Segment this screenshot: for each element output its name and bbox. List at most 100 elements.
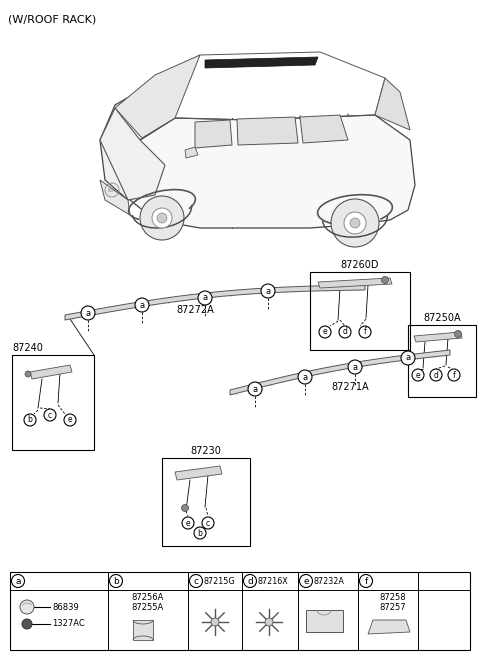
Circle shape	[190, 574, 203, 587]
Text: 87272A: 87272A	[176, 305, 214, 315]
Circle shape	[412, 369, 424, 381]
Polygon shape	[175, 466, 222, 480]
Circle shape	[44, 409, 56, 421]
Text: a: a	[203, 294, 207, 302]
Text: b: b	[198, 529, 203, 537]
Circle shape	[20, 600, 34, 614]
Circle shape	[319, 326, 331, 338]
Circle shape	[261, 284, 275, 298]
Text: a: a	[139, 300, 144, 310]
Circle shape	[194, 527, 206, 539]
Text: e: e	[303, 576, 309, 585]
Circle shape	[359, 326, 371, 338]
Text: 87258: 87258	[380, 593, 406, 603]
Circle shape	[360, 574, 372, 587]
Circle shape	[448, 369, 460, 381]
Polygon shape	[205, 57, 318, 68]
Bar	[310, 272, 410, 350]
Circle shape	[140, 196, 184, 240]
Circle shape	[109, 574, 122, 587]
Circle shape	[300, 574, 312, 587]
Polygon shape	[237, 117, 298, 145]
Bar	[10, 572, 470, 650]
Text: a: a	[302, 372, 308, 381]
Circle shape	[24, 414, 36, 426]
Text: a: a	[265, 286, 271, 296]
Polygon shape	[185, 147, 198, 158]
Text: e: e	[416, 370, 420, 380]
Polygon shape	[115, 55, 200, 138]
Circle shape	[64, 414, 76, 426]
Circle shape	[181, 504, 189, 512]
Text: a: a	[352, 362, 358, 372]
Polygon shape	[100, 180, 130, 215]
Bar	[408, 325, 476, 397]
Text: d: d	[433, 370, 438, 380]
Polygon shape	[133, 620, 153, 640]
Text: 87255A: 87255A	[132, 603, 164, 612]
Circle shape	[298, 370, 312, 384]
Text: d: d	[343, 327, 348, 337]
Circle shape	[182, 517, 194, 529]
Text: c: c	[48, 411, 52, 420]
Bar	[12, 355, 94, 450]
Text: c: c	[193, 576, 199, 585]
Text: 87232A: 87232A	[314, 576, 345, 585]
Circle shape	[198, 291, 212, 305]
Circle shape	[22, 619, 32, 629]
Text: f: f	[364, 576, 368, 585]
Circle shape	[382, 277, 388, 284]
Circle shape	[265, 618, 273, 626]
Circle shape	[202, 517, 214, 529]
Text: c: c	[206, 519, 210, 527]
Polygon shape	[100, 85, 175, 200]
Polygon shape	[368, 620, 410, 634]
Text: e: e	[68, 416, 72, 424]
Text: 87216X: 87216X	[258, 576, 289, 585]
Circle shape	[152, 208, 172, 228]
Text: e: e	[323, 327, 327, 337]
Text: (W/ROOF RACK): (W/ROOF RACK)	[8, 14, 96, 24]
Text: a: a	[406, 354, 410, 362]
Polygon shape	[318, 278, 392, 288]
Circle shape	[211, 618, 219, 626]
Circle shape	[401, 351, 415, 365]
Circle shape	[455, 331, 461, 337]
Circle shape	[248, 382, 262, 396]
Polygon shape	[375, 78, 410, 130]
Text: 87257: 87257	[380, 603, 406, 612]
Text: 87260D: 87260D	[341, 260, 379, 270]
Circle shape	[344, 212, 366, 234]
Text: a: a	[15, 576, 21, 585]
Circle shape	[430, 369, 442, 381]
Circle shape	[331, 199, 379, 247]
Text: b: b	[27, 416, 33, 424]
Polygon shape	[128, 115, 415, 228]
Circle shape	[25, 371, 31, 377]
Text: 87240: 87240	[12, 343, 43, 353]
Text: e: e	[186, 519, 190, 527]
Circle shape	[339, 326, 351, 338]
Text: 87250A: 87250A	[423, 313, 461, 323]
Bar	[162, 458, 250, 546]
Polygon shape	[306, 610, 343, 632]
Text: f: f	[453, 370, 456, 380]
Circle shape	[243, 574, 256, 587]
Circle shape	[348, 360, 362, 374]
Text: b: b	[113, 576, 119, 585]
Polygon shape	[65, 285, 365, 320]
Polygon shape	[414, 332, 462, 342]
Text: 87256A: 87256A	[132, 593, 164, 603]
Text: 1327AC: 1327AC	[52, 620, 85, 628]
Circle shape	[157, 213, 167, 223]
Text: KIA: KIA	[108, 187, 116, 193]
Circle shape	[12, 574, 24, 587]
Text: 87215G: 87215G	[204, 576, 236, 585]
Polygon shape	[230, 350, 450, 395]
Circle shape	[350, 218, 360, 228]
Text: 87230: 87230	[191, 446, 221, 456]
Polygon shape	[195, 120, 232, 148]
Polygon shape	[100, 108, 165, 200]
Text: a: a	[252, 385, 258, 393]
Polygon shape	[30, 365, 72, 379]
